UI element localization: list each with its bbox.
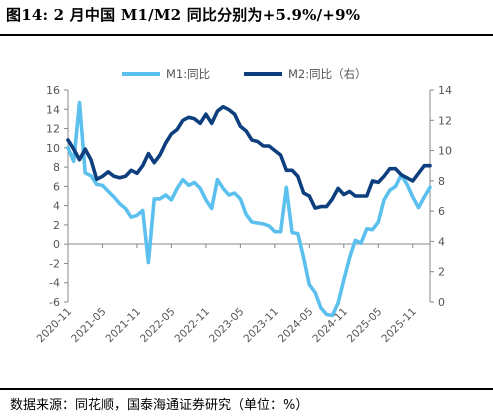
left-tick-label: 12 [46, 123, 60, 136]
m1-series-line [66, 100, 432, 318]
left-tick-label: 2 [53, 219, 60, 232]
right-tick-label: 14 [438, 84, 452, 97]
left-tick-label: -2 [49, 257, 60, 270]
left-tick-label: -6 [49, 296, 60, 309]
left-tick-label: -4 [49, 277, 60, 290]
left-tick-label: 16 [46, 84, 60, 97]
footer-divider [0, 388, 493, 390]
x-tick-label: 2023-11 [241, 306, 281, 346]
right-tick-label: 0 [438, 296, 445, 309]
right-tick-label: 2 [438, 266, 445, 279]
left-tick-label: 6 [53, 180, 60, 193]
x-tick-label: 2023-05 [207, 306, 247, 346]
x-tick-label: 2024-11 [310, 306, 350, 346]
right-tick-label: 10 [438, 145, 452, 158]
legend-label: M2:同比（右） [288, 67, 367, 81]
right-tick-label: 4 [438, 235, 445, 248]
x-tick-label: 2022-11 [173, 306, 213, 346]
chart-title: 图14: 2 月中国 M1/M2 同比分别为+5.9%/+9% [6, 6, 361, 24]
right-tick-label: 12 [438, 114, 452, 127]
legend-label: M1:同比 [166, 67, 210, 81]
right-tick-label: 6 [438, 205, 445, 218]
source-note: 数据来源：同花顺，国泰海通证券研究（单位：%） [10, 398, 309, 413]
left-tick-label: 4 [53, 200, 60, 213]
x-tick-label: 2024-05 [276, 306, 316, 346]
left-tick-label: 14 [46, 103, 60, 116]
left-tick-label: 8 [53, 161, 60, 174]
x-tick-label: 2021-05 [69, 306, 109, 346]
line-chart: -6-4-20246810121416024681012142020-11202… [35, 67, 452, 346]
left-tick-label: 0 [53, 238, 60, 251]
title-divider [0, 34, 493, 36]
x-tick-label: 2021-11 [104, 306, 144, 346]
right-tick-label: 8 [438, 175, 445, 188]
x-tick-label: 2025-11 [379, 306, 419, 346]
m2-series-line [66, 104, 432, 210]
x-tick-label: 2020-11 [35, 306, 75, 346]
left-tick-label: 10 [46, 142, 60, 155]
x-tick-label: 2022-05 [138, 306, 178, 346]
x-tick-label: 2025-05 [345, 306, 385, 346]
